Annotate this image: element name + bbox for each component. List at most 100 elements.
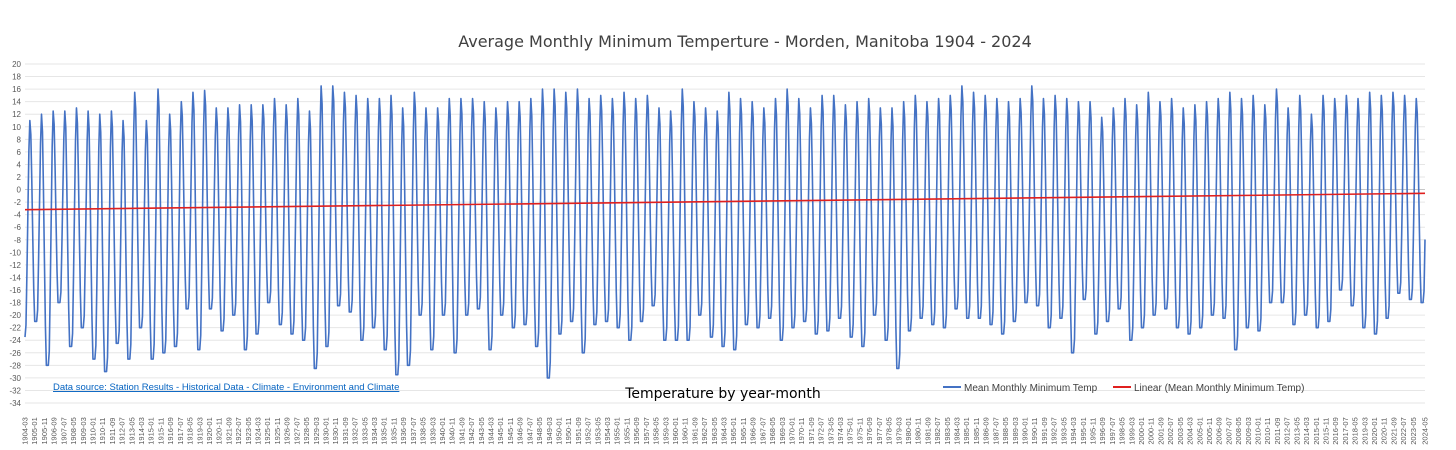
x-tick-label: 1942-07: [467, 417, 476, 445]
x-tick-label: 1993-05: [1059, 417, 1068, 445]
y-tick-label: -4: [14, 211, 22, 220]
legend: Mean Monthly Minimum Temp Linear (Mean M…: [943, 383, 1304, 394]
y-tick-label: 14: [12, 98, 21, 107]
y-tick-label: -18: [9, 299, 21, 308]
x-tick-label: 1936-09: [399, 417, 408, 445]
y-tick-label: 4: [17, 160, 22, 169]
x-tick-label: 2017-07: [1341, 417, 1350, 445]
x-tick-label: 1975-11: [855, 418, 864, 445]
x-tick-label: 1986-09: [982, 417, 991, 445]
x-tick-label: 1955-11: [622, 418, 631, 445]
x-tick-label: 2005-11: [1205, 418, 1214, 445]
x-tick-label: 1931-09: [341, 417, 350, 445]
x-tick-label: 1910-11: [98, 418, 107, 445]
x-tick-label: 1904-03: [21, 417, 30, 445]
data-source-link[interactable]: Data source: Station Results - Historica…: [53, 382, 399, 393]
series-line-mean-monthly-minimum-temp: [24, 85, 1426, 379]
y-tick-label: 2: [17, 173, 22, 182]
x-tick-label: 1925-11: [273, 418, 282, 445]
x-tick-label: 1952-07: [584, 417, 593, 445]
series-line-linear-trend: [24, 192, 1426, 211]
x-tick-label: 1980-11: [914, 418, 923, 445]
y-tick-label: -30: [9, 374, 21, 383]
x-tick-label: 1923-05: [244, 417, 253, 445]
x-tick-label: 1991-09: [1040, 417, 1049, 445]
x-tick-label: 1939-03: [428, 417, 437, 445]
x-tick-label: 1987-07: [991, 417, 1000, 445]
x-tick-label: 1930-01: [321, 417, 330, 445]
y-tick-label: -2: [14, 198, 22, 207]
x-tick-label: 2013-05: [1292, 417, 1301, 445]
y-tick-label: -6: [14, 223, 22, 232]
x-tick-label: 1979-03: [894, 417, 903, 445]
x-tick-label: 1945-11: [506, 418, 515, 445]
y-tick-label: 20: [12, 60, 21, 69]
x-tick-label: 1915-01: [147, 417, 156, 445]
y-tick-label: 10: [12, 123, 21, 132]
x-tick-label: 2009-03: [1244, 417, 1253, 445]
x-tick-label: 1985-11: [972, 418, 981, 445]
x-tick-label: 1978-05: [885, 417, 894, 445]
x-tick-label: 2020-11: [1380, 418, 1389, 445]
y-tick-label: -12: [9, 261, 21, 270]
y-tick-label: -32: [9, 386, 21, 395]
x-tick-label: 1915-11: [156, 418, 165, 445]
x-tick-label: 2022-07: [1399, 417, 1408, 445]
x-tick-label: 1914-03: [137, 417, 146, 445]
x-tick-label: 1909-03: [79, 417, 88, 445]
x-tick-label: 1970-11: [797, 418, 806, 445]
x-tick-label: 1965-11: [739, 418, 748, 445]
x-tick-label: 1925-01: [263, 417, 272, 445]
x-tick-label: 1920-11: [215, 418, 224, 445]
x-tick-label: 1910-01: [88, 417, 97, 445]
x-tick-label: 1927-07: [292, 417, 301, 445]
x-tick-label: 2020-01: [1370, 417, 1379, 445]
x-tick-label: 1965-01: [729, 417, 738, 445]
x-tick-label: 2006-09: [1215, 417, 1224, 445]
x-tick-label: 1953-05: [593, 417, 602, 445]
x-tick-label: 2005-01: [1195, 417, 1204, 445]
y-axis-ticks: 20181614121086420-2-4-6-8-10-12-14-16-18…: [9, 60, 21, 408]
x-tick-label: 1963-05: [710, 417, 719, 445]
x-tick-label: 2011-09: [1273, 418, 1282, 445]
x-tick-label: 2000-01: [1137, 417, 1146, 445]
x-tick-label: 1940-01: [438, 417, 447, 445]
x-tick-label: 2010-01: [1254, 417, 1263, 445]
x-tick-label: 2015-11: [1321, 418, 1330, 445]
x-tick-label: 1949-03: [545, 417, 554, 445]
x-tick-label: 1988-05: [1001, 417, 1010, 445]
x-tick-label: 1966-09: [749, 417, 758, 445]
x-tick-label: 2003-05: [1176, 417, 1185, 445]
chart-title: Average Monthly Minimum Temperture - Mor…: [458, 32, 1032, 51]
x-tick-label: 1947-07: [525, 417, 534, 445]
x-tick-label: 2015-01: [1312, 417, 1321, 445]
x-tick-label: 1975-01: [846, 417, 855, 445]
x-tick-label: 1935-11: [389, 418, 398, 445]
x-tick-label: 1981-09: [923, 417, 932, 445]
x-tick-label: 1983-05: [943, 417, 952, 445]
y-tick-label: -28: [9, 361, 21, 370]
x-tick-label: 1940-11: [448, 418, 457, 445]
plot-area: [24, 85, 1426, 379]
x-tick-label: 1912-07: [118, 417, 127, 445]
x-tick-label: 1934-03: [370, 417, 379, 445]
x-tick-label: 1990-01: [1021, 417, 1030, 445]
x-tick-label: 2014-03: [1302, 417, 1311, 445]
x-tick-label: 2021-09: [1389, 417, 1398, 445]
y-tick-label: -22: [9, 324, 21, 333]
x-tick-label: 1919-03: [195, 417, 204, 445]
y-tick-label: -34: [9, 399, 21, 408]
x-axis-label: Temperature by year-month: [624, 386, 821, 402]
x-tick-label: 1976-09: [865, 417, 874, 445]
x-tick-label: 1950-01: [554, 417, 563, 445]
x-tick-label: 2018-05: [1351, 417, 1360, 445]
x-tick-label: 1956-09: [632, 417, 641, 445]
x-tick-label: 1960-11: [681, 418, 690, 445]
x-tick-label: 1907-07: [59, 417, 68, 445]
x-tick-label: 1958-05: [652, 417, 661, 445]
x-tick-label: 1954-03: [603, 417, 612, 445]
x-tick-label: 2010-11: [1263, 418, 1272, 445]
x-tick-label: 1992-07: [1050, 417, 1059, 445]
x-tick-label: 1921-09: [224, 417, 233, 445]
